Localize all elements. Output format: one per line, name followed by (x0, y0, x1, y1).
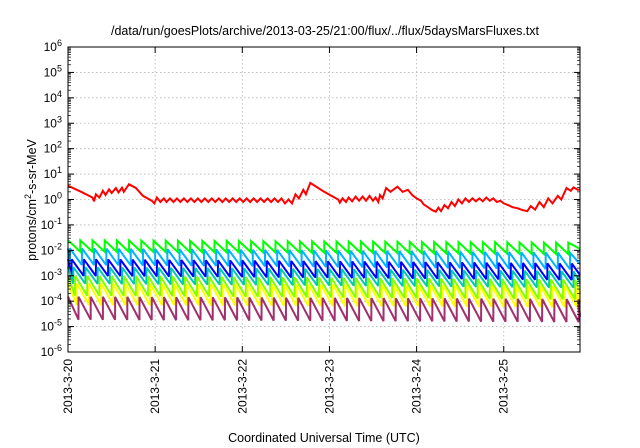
y-tick-label: 105 (44, 63, 62, 79)
y-tick-label-base: 10 (44, 65, 58, 79)
x-tick-label: 2013-3-23 (322, 359, 336, 414)
x-tick-label: 2013-3-25 (497, 359, 511, 414)
y-tick-label: 103 (44, 114, 62, 130)
y-axis-label: protons/cm2-s-sr-MeV (23, 138, 39, 260)
y-tick-label-base: 10 (41, 243, 55, 257)
y-tick-label: 106 (44, 38, 62, 54)
y-tick-label-exp: 6 (57, 38, 62, 48)
series-line-4 (67, 258, 581, 281)
y-axis-label-prefix: protons/cm (25, 199, 39, 261)
y-tick-label-base: 10 (44, 142, 58, 156)
y-tick-label: 101 (44, 165, 62, 181)
x-tick-label: 2013-3-24 (410, 359, 424, 414)
x-tick-label: 2013-3-22 (235, 359, 249, 414)
x-tick-labels: 2013-3-20 2013-3-21 2013-3-22 2013-3-23 2013… (61, 359, 511, 414)
y-tick-label: 100 (44, 191, 62, 207)
y-tick-label-base: 10 (44, 40, 58, 54)
y-tick-label-base: 10 (41, 218, 55, 232)
data-layer (67, 181, 581, 323)
y-tick-label-exp: 3 (57, 114, 62, 124)
y-axis-label-sup: 2 (23, 194, 33, 199)
y-tick-label-exp: 1 (57, 165, 62, 175)
y-tick-label-exp: 5 (57, 63, 62, 73)
y-tick-label-base: 10 (44, 193, 58, 207)
y-tick-label-exp: -4 (54, 292, 62, 302)
y-tick-label-base: 10 (44, 167, 58, 181)
x-tick-label: 2013-3-21 (148, 359, 162, 414)
y-tick-label-exp: -5 (54, 318, 62, 328)
chart-title: /data/run/goesPlots/archive/2013-03-25/2… (111, 24, 540, 38)
y-tick-label: 10-2 (41, 241, 62, 257)
y-tick-label: 102 (44, 140, 62, 156)
series-line-8 (67, 296, 581, 323)
y-tick-label-exp: 0 (57, 191, 62, 201)
y-axis-label-suffix: -s-sr-MeV (25, 138, 39, 194)
y-tick-label-base: 10 (44, 116, 58, 130)
y-tick-label-base: 10 (41, 345, 55, 359)
x-axis-label: Coordinated Universal Time (UTC) (228, 431, 420, 445)
y-tick-label: 10-1 (41, 216, 62, 232)
y-tick-label-exp: -3 (54, 267, 62, 277)
y-tick-label: 10-3 (41, 267, 62, 283)
y-tick-label-base: 10 (44, 91, 58, 105)
y-tick-label-exp: 4 (57, 89, 62, 99)
x-tick-label: 2013-3-20 (61, 359, 75, 414)
series-line-7 (67, 282, 581, 308)
y-tick-label: 104 (44, 89, 62, 105)
y-tick-label-exp: -6 (54, 343, 62, 353)
series-line-1 (67, 181, 581, 213)
y-tick-label: 10-5 (41, 318, 62, 334)
y-tick-labels: 10-610-510-410-310-210-11001011021031041… (41, 38, 62, 359)
y-tick-label-base: 10 (41, 320, 55, 334)
series-line-3 (67, 247, 581, 270)
tick-layer (67, 46, 580, 353)
series-line-6 (67, 275, 581, 300)
y-tick-label-exp: 2 (57, 140, 62, 150)
series-line-2 (67, 238, 581, 257)
y-tick-label-base: 10 (41, 269, 55, 283)
y-tick-label-exp: -2 (54, 241, 62, 251)
y-tick-label-exp: -1 (54, 216, 62, 226)
y-tick-label-base: 10 (41, 294, 55, 308)
y-tick-label: 10-4 (41, 292, 62, 308)
series-line-5 (67, 266, 581, 289)
y-tick-label: 10-6 (41, 343, 62, 359)
